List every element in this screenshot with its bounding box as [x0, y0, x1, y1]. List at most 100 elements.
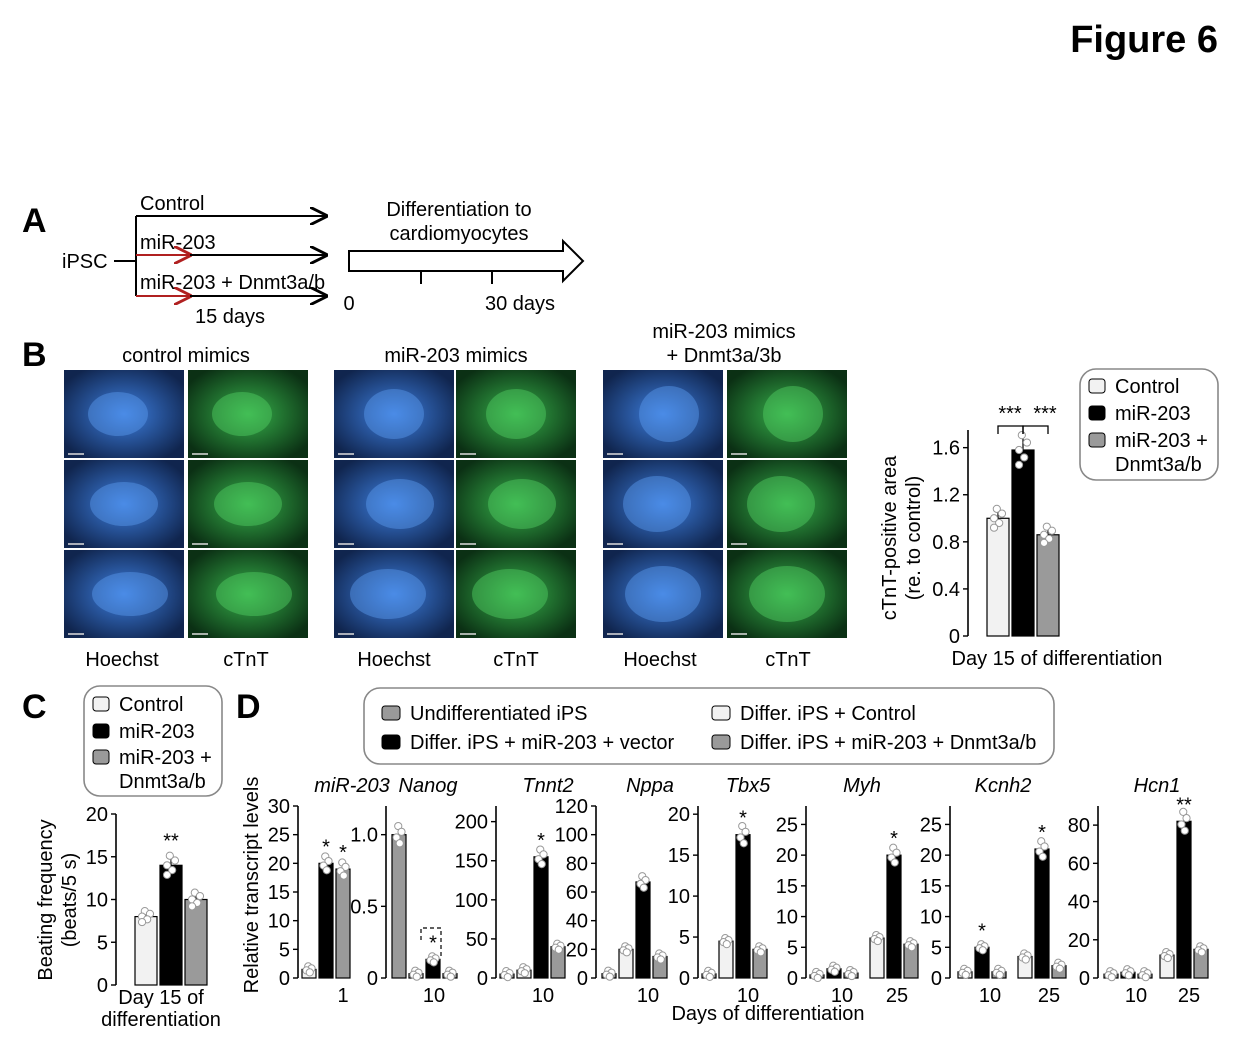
- y-axis-title-line2: (re. to control): [903, 476, 925, 600]
- legend-b: Control miR-203 miR-203 + Dnmt3a/b: [1079, 368, 1219, 481]
- y-tick-label: 10: [86, 890, 108, 912]
- gene-chart-tbx5: 0 5 10 15 20 Tbx5 * 10: [668, 775, 771, 1007]
- cell-blob-hoechst-group3-row2: [623, 476, 691, 532]
- x-axis-title: Day 15 of differentiation: [952, 648, 1163, 670]
- x-tick-label: 10: [637, 985, 659, 1007]
- bar-b-control-point: [995, 518, 1004, 528]
- bar-d-tnnt2-differ-ips-mir-203-vector-point: [539, 850, 548, 859]
- micrograph-hoechst-group3-row3: [603, 550, 723, 638]
- gene-chart-kcnh2: 0 5 10 15 20 25 Kcnh2 * 10 * 25: [920, 775, 1067, 1007]
- y-tick-label: 0: [577, 968, 588, 990]
- legend-c-mir203: miR-203: [119, 721, 195, 743]
- y-tick-label: 10: [776, 907, 798, 929]
- bar-d-tbx5-differ-ips-mir-203-dnmt3a-b-point: [756, 948, 765, 957]
- sig-mark: *: [1038, 822, 1046, 844]
- bar-b-mir-203-point: [1017, 431, 1026, 440]
- bar-d-tnnt2-undifferentiated-ips-point: [503, 972, 512, 982]
- micrograph-hoechst-group2-row3: [334, 550, 454, 638]
- cell-blob-ctnt-group2-row1: [486, 389, 546, 439]
- bar-d-nanog-differ-ips-control-point: [412, 972, 421, 981]
- panel-d: D Undifferentiated iPS Differ. iPS + miR…: [236, 687, 1209, 1025]
- x-axis-title: Days of differentiation: [671, 1003, 864, 1025]
- stain-label-hoechst-2: Hoechst: [357, 649, 431, 671]
- cell-blob-ctnt-group1-row3: [216, 572, 292, 616]
- legend-d-swatch-vector: [381, 734, 401, 750]
- bar-d-hcn1-differ-ips-control-point: [1163, 953, 1172, 963]
- bar-b-mir-203-point: [1014, 445, 1024, 455]
- y-tick-label: 200: [455, 812, 488, 834]
- chart-b-ctnt-area: 0 0.4 0.8 1.2 1.6 *** *** Day 15 of differentia…: [879, 403, 1162, 670]
- y-tick-label: 10: [268, 911, 290, 933]
- y-tick-label: 10: [668, 886, 690, 908]
- bar-d-nppa-differ-ips-mir-203-vector: [635, 881, 651, 979]
- legend-c-swatch-mir203: [92, 723, 110, 739]
- y-tick-label: 1.0: [350, 825, 378, 847]
- bar-d-mir-203-differ-ips-mir-203-dnmt3a-b-point: [341, 862, 350, 871]
- y-axis-title-line1: cTnT-positive area: [879, 455, 901, 620]
- y-tick-label: 0.8: [932, 532, 960, 554]
- legend-d-swatch-control: [711, 705, 731, 721]
- legend-b-frame: [1079, 368, 1219, 481]
- y-tick-label: 5: [931, 937, 942, 959]
- bar-d-mir-203-differ-ips-mir-203-vector: [318, 862, 334, 979]
- y-tick-label: 15: [268, 882, 290, 904]
- y-tick-label: 20: [1068, 930, 1090, 952]
- cell-blob-hoechst-group3-row1: [639, 386, 699, 442]
- legend-d-undiff: Undifferentiated iPS: [410, 703, 588, 725]
- bar-d-nppa-differ-ips-control-point: [622, 948, 631, 957]
- cell-blob-hoechst-group1-row1: [88, 392, 148, 436]
- bar-c-mir-203-point: [165, 851, 174, 860]
- group-title-dnmt-line1: miR-203 mimics: [652, 321, 795, 343]
- y-tick-label: 60: [566, 882, 588, 904]
- bar-d-nanog-differ-ips-mir-203-vector-point: [429, 958, 438, 967]
- micrograph-hoechst-group3-row2: [603, 460, 723, 548]
- bar-d-hcn1-differ-ips-mir-203-vector-point: [1180, 826, 1189, 835]
- y-tick-label: 30: [268, 796, 290, 818]
- y-tick-label: 0: [1079, 968, 1090, 990]
- x-tick-label: 25: [1038, 985, 1060, 1007]
- y-tick-label: 120: [555, 796, 588, 818]
- y-tick-label: 100: [455, 890, 488, 912]
- sig-bracket-2: [1022, 425, 1049, 434]
- y-tick-label: 150: [455, 851, 488, 873]
- micrograph-ctnt-group1-row2: [188, 460, 308, 548]
- cell-blob-hoechst-group1-row2: [90, 482, 158, 526]
- legend-b-control: Control: [1115, 376, 1179, 398]
- y-tick-label: 0: [679, 968, 690, 990]
- sig-mark: *: [322, 836, 330, 858]
- y-tick-label: 5: [279, 939, 290, 961]
- x-axis-title-line2: differentiation: [101, 1009, 221, 1031]
- x-tick-label: 25: [886, 985, 908, 1007]
- y-axis-title-line1: Beating frequency: [35, 819, 57, 980]
- y-tick-label: 25: [268, 825, 290, 847]
- x-tick-label: 10: [532, 985, 554, 1007]
- bar-d-myh-undifferentiated-ips-point: [813, 973, 822, 983]
- bar-b-mir-203-point: [1014, 460, 1024, 469]
- bar-d-kcnh2-differ-ips-mir-203-dnmt3a-b-point: [995, 970, 1004, 979]
- cell-blob-ctnt-group2-row2: [488, 479, 556, 529]
- source-label: iPSC: [62, 251, 108, 273]
- legend-c-dnmt-line1: miR-203 +: [119, 747, 212, 769]
- y-tick-label: 0: [787, 968, 798, 990]
- cell-blob-ctnt-group1-row1: [212, 392, 272, 436]
- micrograph-ctnt-group3-row2: [727, 460, 847, 548]
- gene-name-label: Nppa: [626, 775, 674, 797]
- legend-d-swatch-dnmt: [711, 734, 731, 750]
- panel-c: C Control miR-203 miR-203 + Dnmt3a/b 0 5 1…: [22, 685, 223, 1031]
- micrograph-ctnt-group1-row1: [188, 370, 308, 458]
- bar-d-myh-differ-ips-mir-203-vector-point: [890, 858, 899, 867]
- y-tick-label: 15: [920, 876, 942, 898]
- bar-c-mir-203-point: [162, 870, 172, 879]
- legend-d-vector: Differ. iPS + miR-203 + vector: [410, 732, 675, 754]
- x-tick-label: 10: [737, 985, 759, 1007]
- sig-mark: **: [1176, 794, 1192, 816]
- micrograph-hoechst-group1-row2: [64, 460, 184, 548]
- legend-b-swatch-dnmt: [1088, 432, 1106, 448]
- bar-c-mir-203-point: [168, 865, 177, 875]
- sig-mark: ***: [998, 403, 1022, 425]
- step-label-line1: Differentiation to: [386, 199, 531, 221]
- bar-d-tnnt2-differ-ips-mir-203-vector-point: [537, 859, 546, 869]
- y-tick-label: 20: [920, 845, 942, 867]
- cell-blob-ctnt-group3-row3: [749, 566, 825, 622]
